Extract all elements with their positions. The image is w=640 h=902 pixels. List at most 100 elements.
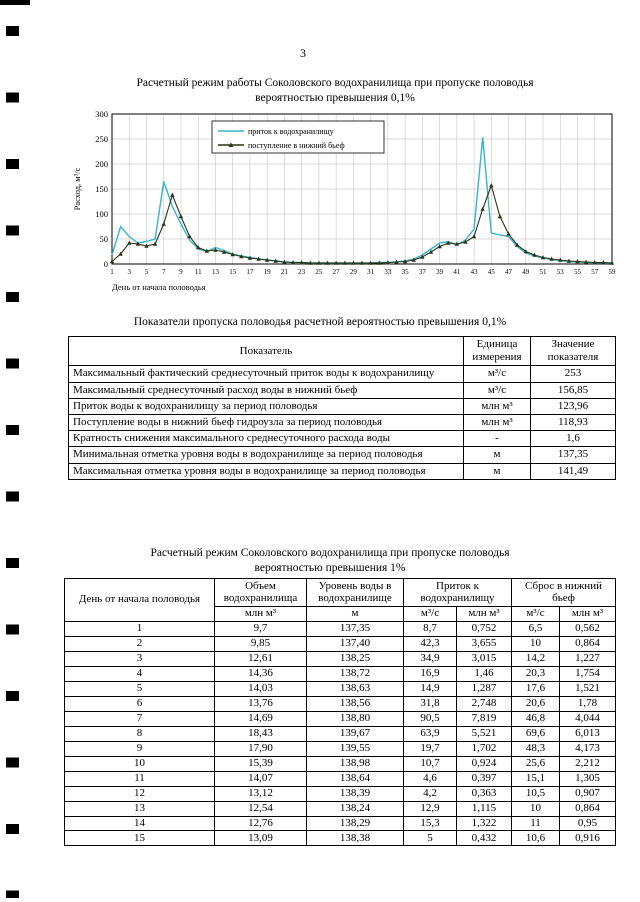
table-cell: 0,363 <box>456 785 512 802</box>
indicators-table-body: Максимальный фактический среднесуточный … <box>68 365 616 480</box>
regime-title-line1: Расчетный режим Соколовского водохранили… <box>150 547 510 559</box>
table-cell: 34,9 <box>403 650 457 667</box>
table-cell: 0,95 <box>559 815 616 832</box>
table-cell: 13,76 <box>214 695 307 712</box>
table-cell: 138,24 <box>306 800 404 817</box>
table-cell: 14,03 <box>214 680 307 697</box>
scan-binding-marks <box>6 26 19 898</box>
table-cell: 10 <box>511 800 560 817</box>
table-row: 10 15,39 138,98 10,7 0,924 25,6 2,212 <box>64 755 616 772</box>
table-cell: 2 <box>64 635 215 652</box>
table-cell: 1,115 <box>456 800 512 817</box>
svg-text:27: 27 <box>333 268 341 276</box>
svg-text:51: 51 <box>540 268 548 276</box>
col-header-day: День от начала половодья <box>64 578 215 622</box>
indicators-table-title: Показатели пропуска половодья расчетной … <box>133 316 507 328</box>
table-row: Максимальный среднесуточный расход воды … <box>68 381 616 399</box>
table-row: Кратность снижения максимального среднес… <box>68 430 616 448</box>
table-cell: 156,85 <box>530 381 616 399</box>
table-cell: 4,173 <box>559 740 616 757</box>
table-cell: 0,924 <box>456 755 512 772</box>
table-cell: 138,29 <box>306 815 404 832</box>
table-cell: 138,64 <box>306 770 404 787</box>
table-cell: 9,85 <box>214 635 307 652</box>
table-row: 11 14,07 138,64 4,6 0,397 15,1 1,305 <box>64 770 616 787</box>
table-row: 4 14,36 138,72 16,9 1,46 20,3 1,754 <box>64 665 616 682</box>
table-row: Максимальная отметка уровня воды в водох… <box>68 462 616 480</box>
svg-text:0: 0 <box>104 259 108 269</box>
table-cell: 0,864 <box>559 635 616 652</box>
table-cell: 5 <box>403 830 457 847</box>
unit-volume: млн м³ <box>214 605 307 622</box>
svg-text:57: 57 <box>591 268 599 276</box>
table-cell: 11 <box>64 770 215 787</box>
regime-header-row-units: млн м³ м м³/с млн м³ м³/с млн м³ <box>65 605 616 622</box>
col-header-value: Значение показателя <box>530 335 616 367</box>
table-cell: м³/с <box>463 381 531 399</box>
flood-chart-area: 0 50 100 150 200 250 300 1 3 5 7 9 11 13 15 17 19 21 23 25 2… <box>70 108 626 298</box>
table-row: 15 13,09 138,38 5 0,432 10,6 0,916 <box>64 830 616 847</box>
table-cell: 1,521 <box>559 680 616 697</box>
svg-text:29: 29 <box>350 268 358 276</box>
regime-table: День от начала половодья Объем водохрани… <box>64 578 616 847</box>
svg-text:35: 35 <box>402 268 410 276</box>
table-cell: 48,3 <box>511 740 560 757</box>
table-cell: 31,8 <box>403 695 457 712</box>
col-header-indicator: Показатель <box>68 335 464 367</box>
svg-text:300: 300 <box>95 109 108 119</box>
table-cell: м <box>463 446 531 464</box>
svg-text:23: 23 <box>298 268 306 276</box>
table-row: 3 12,61 138,25 34,9 3,015 14,2 1,227 <box>64 650 616 667</box>
table-cell: Максимальная отметка уровня воды в водох… <box>68 462 464 480</box>
table-cell: 14,36 <box>214 665 307 682</box>
table-cell: 8 <box>64 725 215 742</box>
table-cell: 12 <box>64 785 215 802</box>
svg-text:100: 100 <box>95 209 108 219</box>
table-cell: 1,754 <box>559 665 616 682</box>
table-cell: 3 <box>64 650 215 667</box>
table-cell: 17,6 <box>511 680 560 697</box>
table-cell: 138,72 <box>306 665 404 682</box>
table-cell: 138,39 <box>306 785 404 802</box>
table-cell: - <box>463 430 531 448</box>
table-row: Поступление воды в нижний бьеф гидроузла… <box>68 413 616 432</box>
table-cell: 7 <box>64 710 215 727</box>
regime-header-row-groups: День от начала половодья Объем водохрани… <box>64 578 616 622</box>
table-cell: 63,9 <box>403 725 457 742</box>
svg-text:11: 11 <box>195 268 202 276</box>
unit-outflow-volume: млн м³ <box>559 605 616 622</box>
table-cell: 13,09 <box>214 830 307 847</box>
table-cell: 10,7 <box>403 755 457 772</box>
table-cell: 5 <box>64 680 215 697</box>
chart-title-line1: Расчетный режим работы Соколовского водо… <box>136 77 534 89</box>
table-cell: 13 <box>64 800 215 817</box>
table-cell: 19,7 <box>403 740 457 757</box>
svg-text:21: 21 <box>281 268 289 276</box>
table-cell: 1,322 <box>456 815 512 832</box>
table-cell: 4,044 <box>559 710 616 727</box>
table-row: Максимальный фактический среднесуточный … <box>68 365 616 383</box>
unit-inflow-volume: млн м³ <box>456 605 512 622</box>
table-cell: 1,287 <box>456 680 512 697</box>
table-cell: 1,702 <box>456 740 512 757</box>
svg-text:250: 250 <box>95 134 108 144</box>
table-cell: 15,39 <box>214 755 307 772</box>
col-header-inflow: Приток к водохранилищу <box>403 578 512 607</box>
table-cell: 141,49 <box>530 462 616 480</box>
table-row: 13 12,54 138,24 12,9 1,115 10 0,864 <box>64 800 616 817</box>
table-cell: 118,93 <box>530 413 616 432</box>
table-cell: 15,3 <box>403 815 457 832</box>
table-cell: 1 <box>64 620 215 637</box>
table-row: 9 17,90 139,55 19,7 1,702 48,3 4,173 <box>64 740 616 757</box>
table-cell: 137,40 <box>306 635 404 652</box>
table-row: 1 9,7 137,35 8,7 0,752 6,5 0,562 <box>64 620 616 637</box>
table-cell: 9,7 <box>214 620 307 637</box>
table-cell: 17,90 <box>214 740 307 757</box>
table-cell: 12,76 <box>214 815 307 832</box>
table-cell: 90,5 <box>403 710 457 727</box>
table-row: 5 14,03 138,63 14,9 1,287 17,6 1,521 <box>64 680 616 697</box>
svg-text:47: 47 <box>505 268 513 276</box>
regime-table-body: 1 9,7 137,35 8,7 0,752 6,5 0,562 2 9,85 137,40 42,… <box>64 620 616 847</box>
table-cell: млн м³ <box>463 413 531 432</box>
